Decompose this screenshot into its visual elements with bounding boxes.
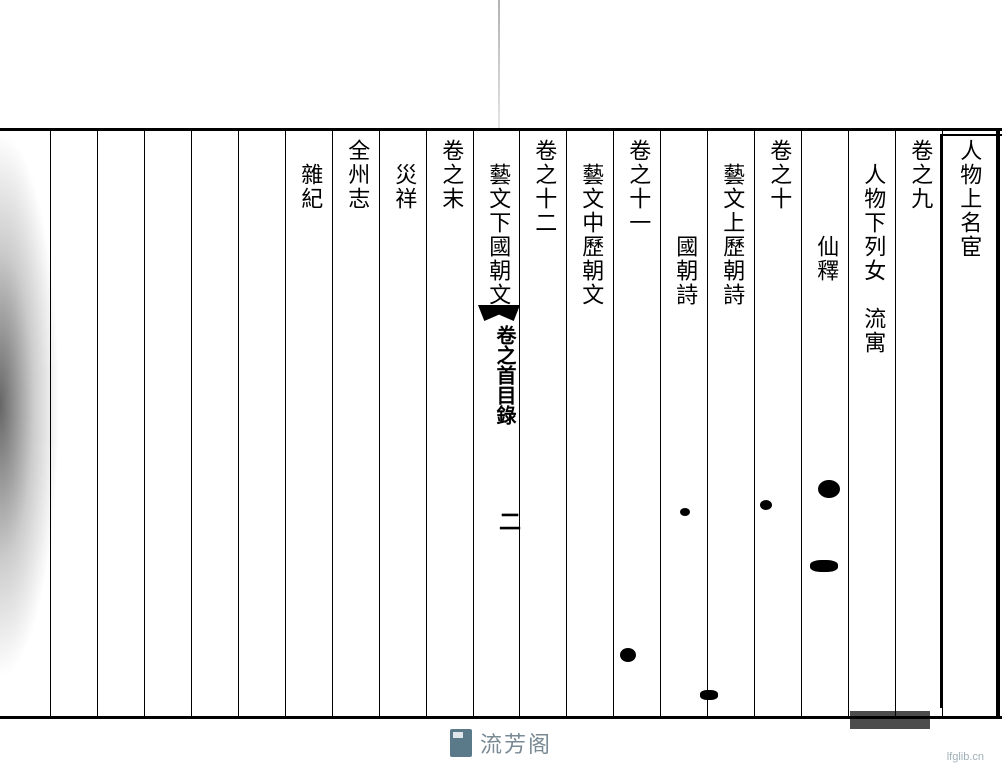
column-20 — [50, 131, 97, 716]
ink-blot-2 — [760, 500, 772, 510]
watermark-book-icon — [450, 729, 472, 757]
column-5: 卷之十 — [754, 131, 801, 716]
ink-blot-4 — [620, 648, 636, 662]
column-16 — [238, 131, 285, 716]
column-14-text: 全州志 — [345, 131, 369, 211]
column-1-text: 人物上名宦 — [957, 131, 981, 259]
column-4-text: 仙釋 — [814, 131, 838, 283]
column-9-text: 藝文中歷朝文 — [579, 131, 603, 307]
column-2: 卷之九 — [895, 131, 942, 716]
column-11-text: 藝文下國朝文 — [486, 131, 510, 307]
column-14: 全州志 — [332, 131, 379, 716]
ink-blot-6 — [700, 690, 718, 700]
ink-blot-5 — [810, 560, 838, 572]
ink-blot-1 — [818, 480, 840, 498]
watermark: 流芳阁 — [450, 727, 552, 759]
page-number: 二 — [492, 510, 524, 532]
column-8: 卷之十一 — [613, 131, 660, 716]
column-7: 國朝詩 — [660, 131, 707, 716]
column-2-text: 卷之九 — [908, 131, 932, 211]
column-12-text: 卷之末 — [439, 131, 463, 211]
column-5-text: 卷之十 — [767, 131, 791, 211]
right-border-outer — [996, 128, 1000, 718]
column-9: 藝文中歷朝文 — [566, 131, 613, 716]
page-container: 人物上名宦 卷之九 人物下列女 流寓 仙釋 卷之十 藝文上歷朝詩 國朝詩 卷之十… — [0, 0, 1002, 765]
fold-section-label: 卷之首目錄 — [490, 325, 519, 425]
column-7-text: 國朝詩 — [673, 131, 697, 307]
column-4: 仙釋 — [801, 131, 848, 716]
column-12: 卷之末 — [426, 131, 473, 716]
column-10: 卷之十二 — [519, 131, 566, 716]
center-fold-line — [498, 0, 500, 130]
ink-blot-3 — [680, 508, 690, 516]
column-3: 人物下列女 流寓 — [848, 131, 895, 716]
column-15-text: 雜紀 — [298, 131, 322, 211]
column-10-text: 卷之十二 — [532, 131, 556, 235]
column-8-text: 卷之十一 — [626, 131, 650, 235]
bottom-scan-noise — [850, 711, 930, 729]
column-17 — [191, 131, 238, 716]
watermark-text: 流芳阁 — [480, 727, 552, 759]
column-15: 雜紀 — [285, 131, 332, 716]
column-3-text: 人物下列女 流寓 — [861, 131, 885, 355]
watermark-url: lfglib.cn — [947, 751, 984, 763]
column-13-text: 災祥 — [392, 131, 416, 211]
column-6: 藝文上歷朝詩 — [707, 131, 754, 716]
column-19 — [97, 131, 144, 716]
column-13: 災祥 — [379, 131, 426, 716]
column-18 — [144, 131, 191, 716]
column-1: 人物上名宦 — [942, 131, 996, 716]
column-6-text: 藝文上歷朝詩 — [720, 131, 744, 307]
